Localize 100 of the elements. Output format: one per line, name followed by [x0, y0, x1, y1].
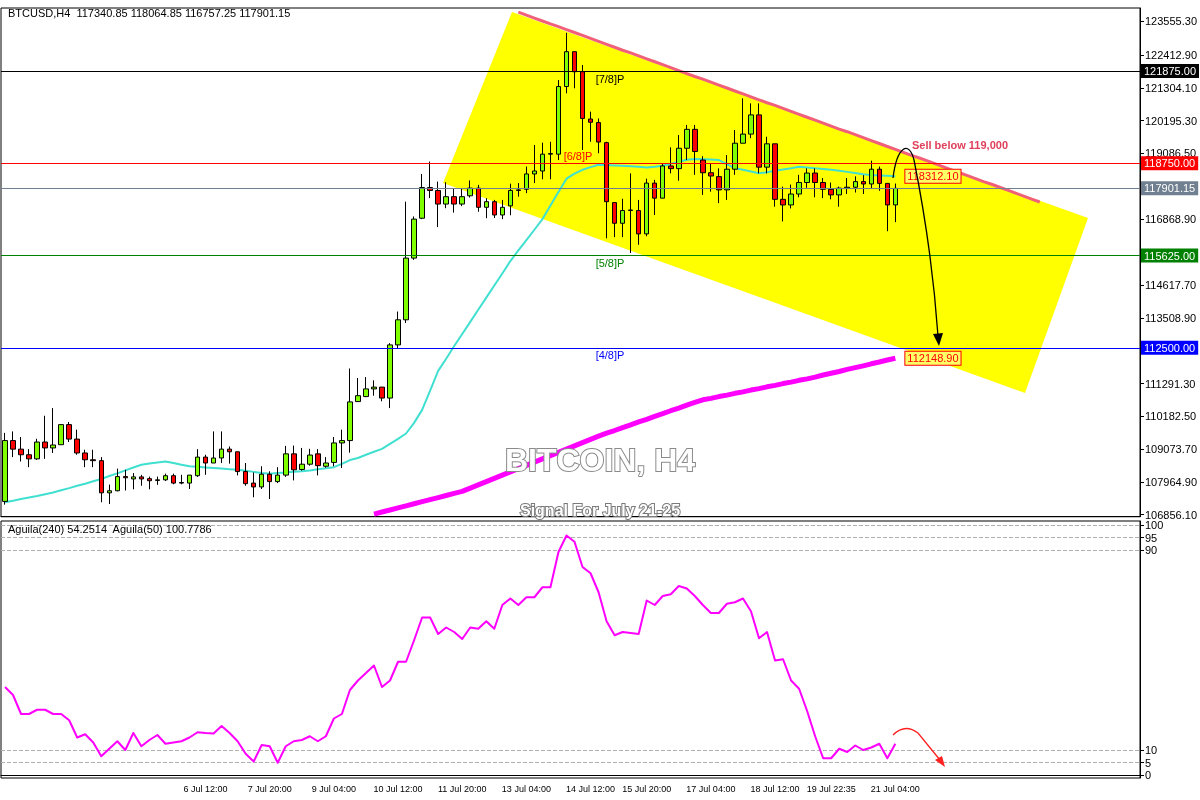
annotation: Sell below 119,000 — [911, 139, 1009, 151]
x-tick-label: 15 Jul 20:00 — [622, 783, 672, 794]
x-tick-label: 9 Jul 04:00 — [311, 783, 356, 794]
candlestick — [861, 174, 866, 195]
candlestick — [740, 97, 746, 144]
candlestick — [347, 368, 353, 454]
y-tick-label: 5 — [1145, 756, 1152, 769]
candlestick — [243, 462, 248, 487]
candlestick — [227, 445, 232, 465]
candlestick — [115, 468, 120, 492]
ref-line-label: 112500.00 — [1144, 341, 1196, 354]
candlestick — [435, 181, 441, 228]
annotation: [7/8]P — [595, 72, 625, 85]
annotation: 112148.90 — [907, 352, 959, 365]
x-tick-label: 10 Jul 12:00 — [373, 783, 423, 794]
annotation: [4/8]P — [595, 349, 625, 362]
candlestick — [828, 182, 834, 200]
candlestick — [58, 424, 64, 446]
candlestick — [251, 471, 256, 498]
candlestick — [716, 167, 722, 204]
y-tick-label: 111291.30 — [1145, 377, 1196, 390]
candlestick — [612, 202, 617, 238]
candlestick — [74, 429, 80, 456]
candlestick — [451, 187, 457, 214]
y-tick-label: 100 — [1145, 519, 1164, 531]
y-tick-label: 106856.10 — [1145, 508, 1197, 521]
y-tick-label: 116868.90 — [1145, 212, 1197, 225]
chart-title: BTCUSD,H4 117340.85 118064.85 116757.25 117901.15 — [8, 6, 291, 19]
candlestick — [628, 172, 633, 254]
ref-line-label: 115625.00 — [1144, 249, 1196, 262]
y-tick-label: 107964.90 — [1145, 475, 1197, 488]
y-tick-label: 0 — [1145, 769, 1152, 781]
annotation: Signal For July 21-25 — [519, 501, 681, 519]
candlestick — [203, 454, 208, 476]
candlestick — [283, 445, 289, 478]
candlestick — [107, 484, 112, 505]
candlestick — [796, 174, 802, 198]
candlestick — [307, 448, 313, 467]
candlestick — [10, 430, 16, 458]
candlestick — [660, 162, 665, 199]
candlestick — [684, 124, 690, 161]
candlestick — [26, 448, 32, 468]
x-tick-label: 19 Jul 22:35 — [806, 783, 856, 794]
candlestick — [885, 182, 890, 232]
candlestick — [516, 182, 521, 198]
candlestick — [42, 415, 48, 460]
y-tick-label: 90 — [1145, 544, 1158, 556]
candlestick — [419, 173, 425, 220]
candlestick — [476, 184, 481, 213]
candlestick — [315, 448, 321, 476]
line-series — [516, 10, 1042, 204]
ref-line-label: 121875.00 — [1144, 65, 1196, 78]
candlestick — [379, 386, 385, 402]
candlestick — [387, 342, 393, 409]
candlestick — [508, 183, 513, 216]
y-tick-label: 123555.30 — [1145, 15, 1197, 28]
x-tick-label: 7 Jul 20:00 — [247, 783, 292, 794]
candlestick — [171, 473, 176, 485]
candlestick — [123, 469, 128, 491]
candlestick — [179, 474, 184, 485]
candlestick — [532, 144, 537, 184]
candlestick — [291, 445, 297, 481]
annotation: [5/8]P — [595, 257, 625, 270]
candlestick — [620, 198, 625, 238]
y-tick-label: 114617.70 — [1145, 279, 1197, 292]
candlestick — [780, 186, 786, 222]
candlestick — [163, 473, 168, 482]
y-tick-label: 113508.90 — [1145, 312, 1197, 325]
y-tick-label: 110182.50 — [1145, 410, 1197, 423]
candlestick — [66, 421, 72, 443]
candlestick — [371, 379, 377, 397]
candlestick — [18, 436, 24, 463]
ref-line-label: 117901.15 — [1144, 182, 1196, 195]
candlestick — [492, 199, 497, 219]
candlestick — [596, 117, 601, 154]
candlestick — [588, 111, 593, 143]
candlestick — [524, 166, 529, 194]
candlestick — [844, 177, 850, 195]
candlestick — [732, 129, 738, 176]
candlestick — [853, 175, 858, 194]
annotation: [6/8]P — [563, 149, 593, 162]
candlestick — [323, 456, 329, 469]
candlestick — [363, 376, 369, 398]
candlestick — [139, 474, 144, 487]
candlestick — [195, 448, 200, 478]
candlestick — [155, 476, 160, 486]
line-series — [4, 534, 897, 764]
y-tick-label: 95 — [1145, 531, 1158, 544]
candlestick — [652, 179, 657, 216]
candlestick — [211, 430, 216, 464]
candlestick — [267, 470, 272, 500]
x-tick-label: 14 Jul 12:00 — [566, 783, 616, 794]
x-tick-label: 18 Jul 12:00 — [750, 783, 800, 794]
candlestick — [259, 465, 264, 490]
y-tick-label: 121304.10 — [1145, 81, 1197, 94]
chart-title: Aguila(240) 54.2514 Aguila(50) 100.7786 — [8, 522, 212, 535]
candlestick — [299, 447, 305, 472]
candlestick — [147, 476, 152, 490]
candlestick — [540, 142, 545, 180]
candlestick — [804, 167, 810, 189]
